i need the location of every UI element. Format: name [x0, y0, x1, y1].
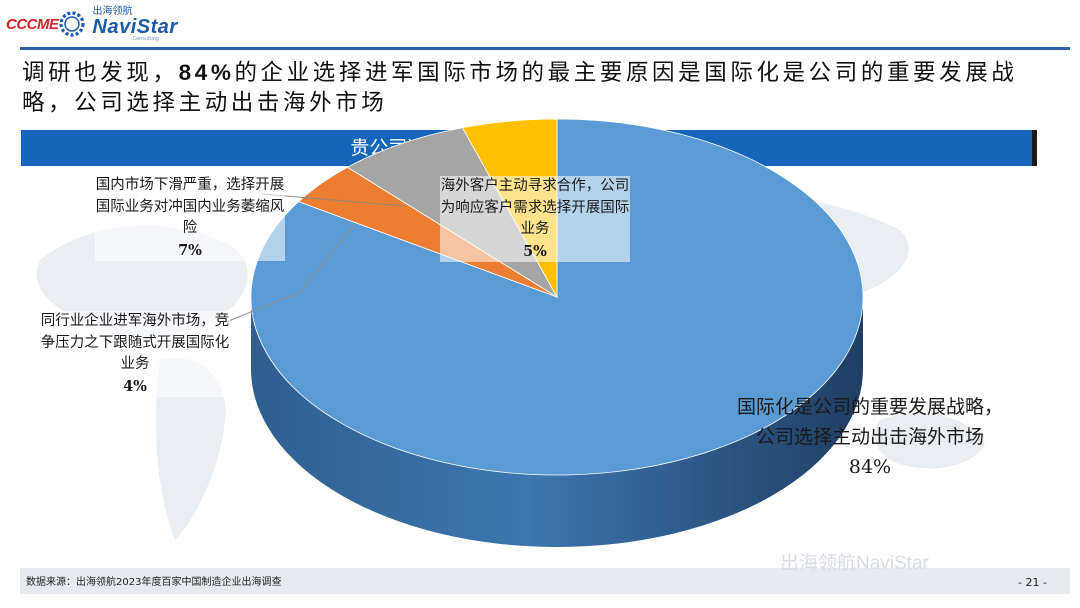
page-headline: 调研也发现，84%的企业选择进军国际市场的最主要原因是国际化是公司的重要发展战略… [22, 58, 1062, 118]
pie-side-wall [251, 297, 863, 547]
slice-label-5pct: 海外客户主动寻求合作，公司为响应客户需求选择开展国际业务 5% [440, 176, 630, 262]
navistar-logo-en: NaviStar [92, 15, 178, 38]
slice-label-7pct-value: 7% [178, 241, 202, 259]
slice-label-4pct-text: 同行业企业进军海外市场，竞争压力之下跟随式开展国际化业务 [40, 313, 230, 372]
slice-label-84pct-line2: 公司选择主动出击海外市场 [755, 426, 984, 448]
footer-bar [20, 568, 1070, 594]
slice-label-5pct-value: 5% [523, 242, 547, 260]
leader-line-7pct [261, 193, 406, 207]
slice-label-84pct: 国际化是公司的重要发展战略， 公司选择主动出击海外市场 84% [705, 392, 1035, 482]
data-source: 数据来源：出海领航2023年度百家中国制造企业出海调查 [26, 577, 282, 588]
slice-label-5pct-text: 海外客户主动寻求合作，公司为响应客户需求选择开展国际业务 [440, 178, 630, 237]
navistar-logo-sub: Consulting [132, 35, 160, 42]
slice-label-7pct-text: 国内市场下滑严重，选择开展国际业务对冲国内业务萎缩风险 [95, 177, 285, 236]
slice-label-7pct: 国内市场下滑严重，选择开展国际业务对冲国内业务萎缩风险 7% [95, 175, 285, 261]
page-number: - 21 - [1018, 576, 1047, 589]
gear-logo-icon [58, 11, 85, 37]
slice-label-4pct-value: 4% [123, 377, 147, 395]
cccme-logo: CCCME [6, 15, 59, 33]
navistar-logo: 出海领航 NaviStar Consulting [92, 5, 178, 42]
watermark: 出海领航NaviStar [780, 553, 929, 574]
header-logos: CCCME 出海领航 NaviStar Consulting [6, 6, 178, 42]
slice-label-4pct: 同行业企业进军海外市场，竞争压力之下跟随式开展国际化业务 4% [40, 311, 230, 397]
leader-line-4pct [225, 225, 354, 323]
header-divider [20, 47, 1070, 50]
slice-label-84pct-value: 84% [848, 456, 892, 478]
headline-part1: 调研也发现， [22, 60, 179, 86]
slice-label-84pct-line1: 国际化是公司的重要发展战略， [736, 396, 1003, 418]
headline-part2: 的企业选择进军国际市场的最主要原因是国际化是公司的重要发展战略，公司选择主动出击… [22, 60, 1018, 116]
headline-highlight: 84% [178, 60, 235, 85]
navistar-logo-cn: 出海领航 [92, 5, 133, 17]
